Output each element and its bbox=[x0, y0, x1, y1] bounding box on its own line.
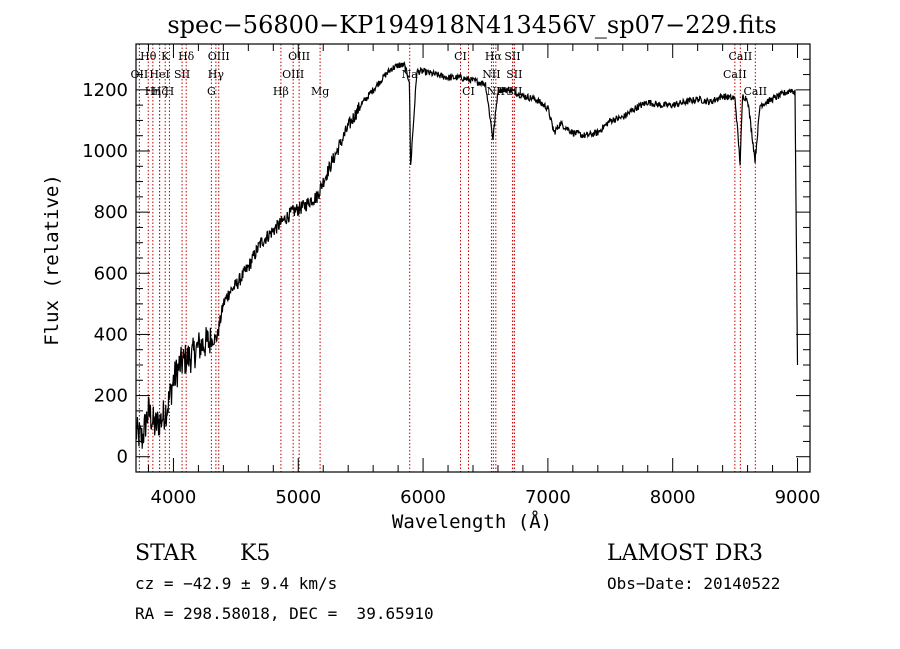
spectrum-line bbox=[135, 60, 799, 449]
plot-frame bbox=[135, 43, 811, 473]
spectral-line-label: CI bbox=[454, 50, 467, 63]
spectral-line-label: Hη bbox=[145, 85, 161, 98]
spectral-line-label: Hα bbox=[485, 50, 503, 63]
spectral-line-label: SII bbox=[174, 68, 190, 81]
x-tick-label: 9000 bbox=[775, 487, 821, 508]
spectral-line-label: NII bbox=[482, 68, 500, 81]
spectral-line-markers bbox=[138, 44, 756, 472]
redshift-velocity: cz = −42.9 ± 9.4 km/s bbox=[135, 574, 338, 593]
sky-coordinates: RA = 298.58018, DEC = 39.65910 bbox=[135, 604, 434, 623]
x-tick-label: 6000 bbox=[400, 487, 446, 508]
spectral-line-label: Hδ bbox=[178, 50, 195, 63]
object-subclass: K5 bbox=[240, 541, 271, 566]
spectral-line-label: Na bbox=[402, 68, 419, 81]
x-tick-label: 5000 bbox=[275, 487, 321, 508]
y-tick-label: 600 bbox=[94, 263, 128, 284]
spectral-line-label: CI bbox=[462, 85, 475, 98]
spectral-line-label: Hζ bbox=[152, 85, 168, 98]
y-tick-label: 800 bbox=[94, 202, 128, 223]
spectral-line-label: HeI bbox=[149, 68, 169, 81]
spectral-line-label: G bbox=[207, 85, 216, 98]
spectral-line-label: SII bbox=[504, 50, 520, 63]
y-tick-label: 1200 bbox=[82, 80, 128, 101]
y-tick-label: 200 bbox=[94, 386, 128, 407]
spectral-line-label: K bbox=[161, 50, 170, 63]
spectral-line-label: Mg bbox=[311, 85, 329, 98]
x-tick-label: 7000 bbox=[525, 487, 571, 508]
chart-title: spec−56800−KP194918N413456V_sp07−229.fit… bbox=[167, 11, 776, 39]
y-axis-label: Flux (relative) bbox=[41, 174, 63, 346]
spectral-line-label: OIII bbox=[288, 50, 310, 63]
x-axis-label: Wavelength (Å) bbox=[392, 510, 552, 533]
spectral-line-label: OIII bbox=[282, 68, 304, 81]
observation-date: Obs−Date: 20140522 bbox=[607, 574, 781, 593]
spectral-line-label: SII bbox=[506, 85, 522, 98]
x-tick-label: 8000 bbox=[650, 487, 696, 508]
spectral-line-label: CaII bbox=[729, 50, 753, 63]
spectral-line-label: H bbox=[165, 85, 175, 98]
spectral-line-label: Hγ bbox=[208, 68, 225, 81]
plot-axes: 4000 5000 6000 7000 8000 9000 0 200 400 600 800 100… bbox=[82, 43, 821, 508]
survey-name: LAMOST DR3 bbox=[607, 541, 763, 566]
spectral-line-label: Hθ bbox=[140, 50, 157, 63]
spectral-line-label: CaII bbox=[743, 85, 767, 98]
spectral-line-label: SII bbox=[506, 68, 522, 81]
object-class: STAR bbox=[135, 541, 196, 566]
y-tick-label: 400 bbox=[94, 324, 128, 345]
spectral-line-label: OIII bbox=[208, 50, 230, 63]
spectral-line-label: NII bbox=[487, 85, 505, 98]
spectral-line-label: Hβ bbox=[273, 85, 289, 98]
spectral-line-label: OII bbox=[131, 68, 149, 81]
y-tick-label: 0 bbox=[117, 447, 128, 468]
x-tick-label: 4000 bbox=[151, 487, 197, 508]
spectral-line-label: CaII bbox=[723, 68, 747, 81]
y-tick-label: 1000 bbox=[82, 141, 128, 162]
spectral-line-labels: Hθ OII Hη K HeI Hζ SII H Hδ OIII Hγ G OIII OIII Hβ Mg Na… bbox=[131, 50, 768, 98]
